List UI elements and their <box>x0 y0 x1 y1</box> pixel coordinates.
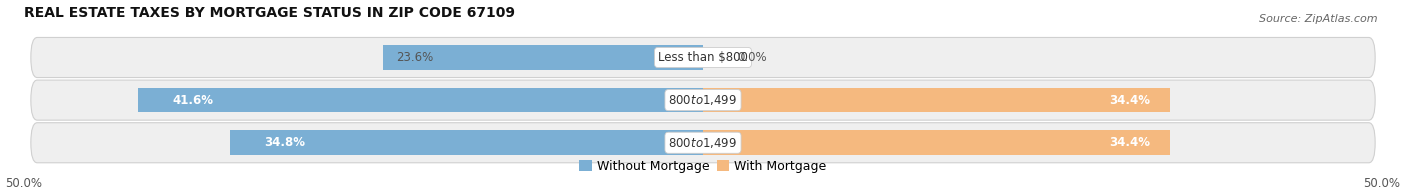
Text: Source: ZipAtlas.com: Source: ZipAtlas.com <box>1260 14 1378 24</box>
Legend: Without Mortgage, With Mortgage: Without Mortgage, With Mortgage <box>574 155 832 178</box>
Text: 34.4%: 34.4% <box>1109 94 1150 107</box>
FancyBboxPatch shape <box>31 80 1375 120</box>
Bar <box>231 130 703 155</box>
Text: 41.6%: 41.6% <box>172 94 214 107</box>
Text: REAL ESTATE TAXES BY MORTGAGE STATUS IN ZIP CODE 67109: REAL ESTATE TAXES BY MORTGAGE STATUS IN … <box>24 5 515 20</box>
Text: 23.6%: 23.6% <box>396 51 433 64</box>
Bar <box>703 88 1170 113</box>
Text: $800 to $1,499: $800 to $1,499 <box>668 136 738 150</box>
FancyBboxPatch shape <box>31 123 1375 163</box>
Text: 34.8%: 34.8% <box>264 136 305 149</box>
FancyBboxPatch shape <box>31 37 1375 78</box>
Text: 34.4%: 34.4% <box>1109 136 1150 149</box>
Bar <box>382 45 703 70</box>
Bar <box>703 130 1170 155</box>
Text: Less than $800: Less than $800 <box>658 51 748 64</box>
Text: $800 to $1,499: $800 to $1,499 <box>668 93 738 107</box>
Bar <box>138 88 703 113</box>
Text: 0.0%: 0.0% <box>737 51 766 64</box>
